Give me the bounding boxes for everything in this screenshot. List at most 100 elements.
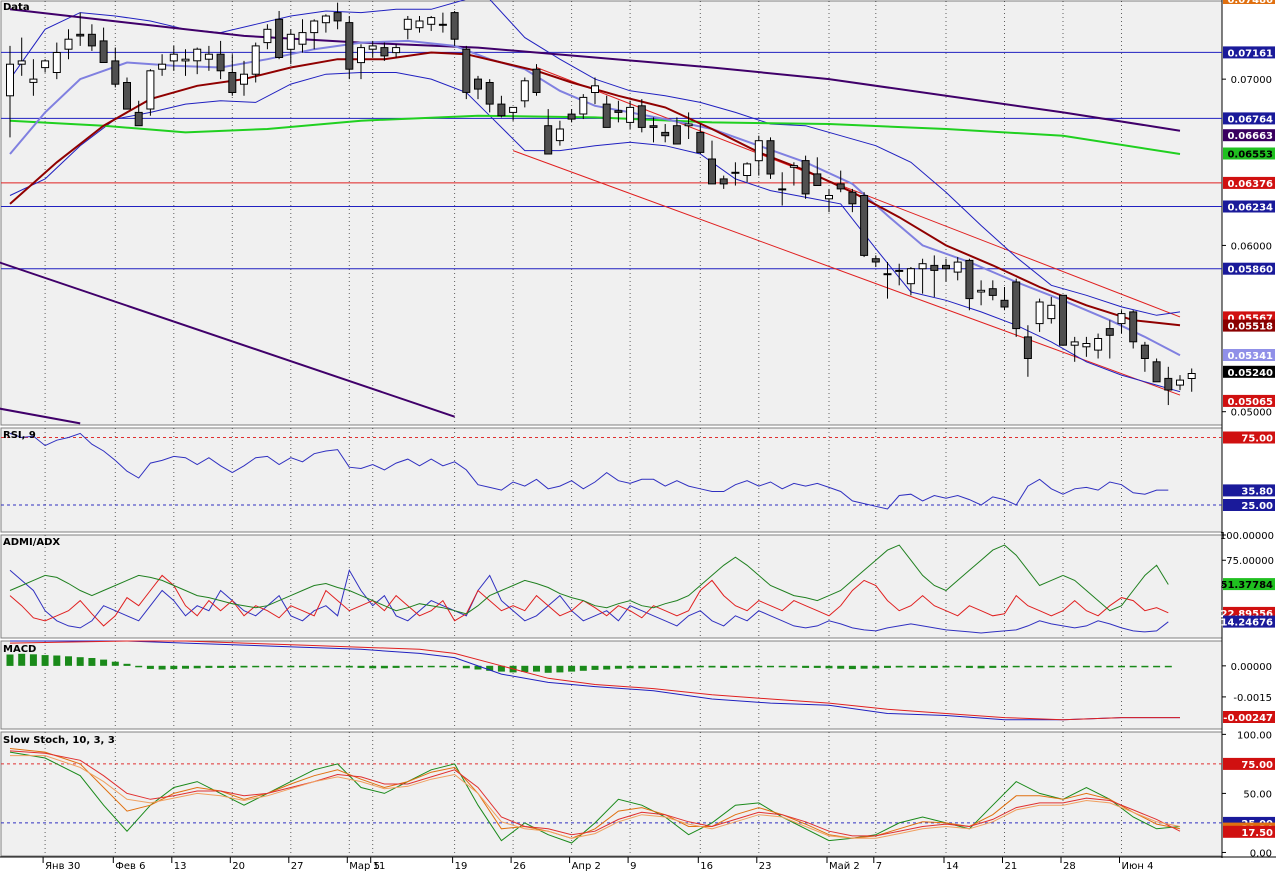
macd-histogram-bar	[521, 665, 529, 672]
candle-body	[555, 128, 564, 142]
candle-body	[672, 125, 681, 145]
moving-average-fast	[9, 39, 1181, 357]
macd-histogram-bar	[427, 665, 435, 668]
macd-histogram-bar	[345, 665, 353, 668]
x-tick-label: 13	[174, 861, 187, 872]
candle-body	[696, 131, 705, 153]
candle-body	[801, 160, 810, 195]
admi-panel-bg	[0, 534, 1223, 639]
macd-histogram-bar	[872, 665, 880, 669]
bollinger-lower	[9, 72, 1181, 393]
main-y-tick-label: 0.06000	[1231, 241, 1272, 252]
candle-body	[497, 103, 506, 117]
candle-body	[29, 78, 38, 83]
candle	[1152, 358, 1161, 383]
candle	[298, 19, 307, 53]
grid-lines	[44, 1, 1122, 856]
x-tick-label: 19	[455, 861, 468, 872]
admi-value-badge: 51.37784	[1220, 580, 1273, 591]
main-price-badge: 0.05567	[1227, 313, 1273, 324]
macd-histogram-bar	[661, 665, 669, 668]
candle-body	[509, 106, 518, 113]
candle	[906, 267, 915, 296]
macd-histogram-bar	[568, 665, 576, 672]
candle	[766, 137, 775, 179]
candle-body	[965, 259, 974, 300]
macd-histogram-bar	[579, 665, 587, 671]
candle-body	[532, 68, 541, 93]
candle	[1012, 278, 1021, 337]
macd-histogram-bar	[790, 665, 798, 668]
moving-average-red	[9, 51, 1181, 327]
candle-body	[357, 47, 365, 64]
candle-body	[1059, 294, 1067, 346]
macd-histogram-bar	[731, 665, 739, 668]
candle	[123, 77, 131, 110]
candle	[204, 45, 213, 71]
x-tick-label: 9	[630, 861, 636, 872]
stoch-panel-title: Slow Stoch, 10, 3, 3	[3, 735, 115, 746]
main-price-badge-bg	[1223, 394, 1275, 407]
candle	[1070, 336, 1079, 362]
candle-body	[579, 96, 588, 115]
macd-histogram-bar	[369, 665, 377, 669]
macd-histogram-bar	[416, 665, 423, 668]
candle-body	[743, 163, 752, 176]
candle-body	[825, 195, 833, 200]
candle	[579, 94, 588, 120]
stoch-y-tick-label: 100.00	[1237, 730, 1272, 741]
candle	[1164, 366, 1173, 406]
chart-series	[0, 0, 1222, 844]
candle	[684, 112, 693, 140]
macd-histogram-bar	[1094, 665, 1102, 668]
macd-histogram-bar	[334, 665, 342, 668]
candle	[1105, 320, 1114, 359]
candle	[953, 257, 962, 281]
candle	[942, 258, 950, 283]
candle-body	[708, 158, 716, 185]
candle	[918, 258, 927, 294]
macd-histogram-bar	[182, 665, 189, 669]
candle	[789, 162, 798, 186]
candle-body	[778, 188, 787, 191]
trend-line	[0, 261, 455, 418]
candle-body	[1176, 379, 1184, 386]
macd-histogram-bar	[1164, 665, 1172, 668]
main-price-badge: 0.06553	[1227, 150, 1273, 161]
candle	[649, 117, 658, 143]
candle-body	[216, 53, 225, 72]
rsi-current-badge: 35.80	[1241, 486, 1273, 497]
candle	[263, 24, 272, 50]
main-price-badge-bg	[1223, 129, 1275, 142]
candle	[87, 24, 96, 51]
candle	[427, 15, 436, 31]
candle	[696, 124, 705, 154]
main-price-badge-bg	[1223, 200, 1275, 213]
admi-plus-di	[9, 574, 1169, 627]
main-price-badge-bg	[1223, 147, 1275, 160]
candle-body	[1035, 301, 1044, 325]
candle	[99, 27, 108, 64]
macd-histogram-bar	[848, 665, 856, 670]
main-price-badge: 0.05065	[1227, 397, 1273, 408]
macd-histogram-bar	[158, 665, 166, 670]
candle	[708, 140, 716, 185]
candle-body	[380, 47, 389, 57]
candle	[240, 60, 248, 96]
candle-body	[450, 12, 459, 40]
macd-histogram-bar	[170, 665, 178, 670]
macd-histogram-bar	[240, 665, 248, 668]
macd-histogram-bar	[1153, 665, 1161, 668]
admi-adx	[9, 544, 1169, 615]
candle	[64, 29, 73, 60]
macd-histogram-bar	[205, 665, 213, 668]
candle	[614, 100, 623, 123]
stoch-value-badge: 75.00	[1241, 760, 1273, 771]
rsi-panel-title: RSI, 9	[3, 430, 36, 441]
candle-body	[836, 183, 845, 190]
candle-body	[1094, 338, 1103, 351]
macd-histogram-bar	[603, 665, 611, 670]
candle-body	[754, 140, 763, 162]
main-price-badge-bg	[1223, 319, 1275, 332]
